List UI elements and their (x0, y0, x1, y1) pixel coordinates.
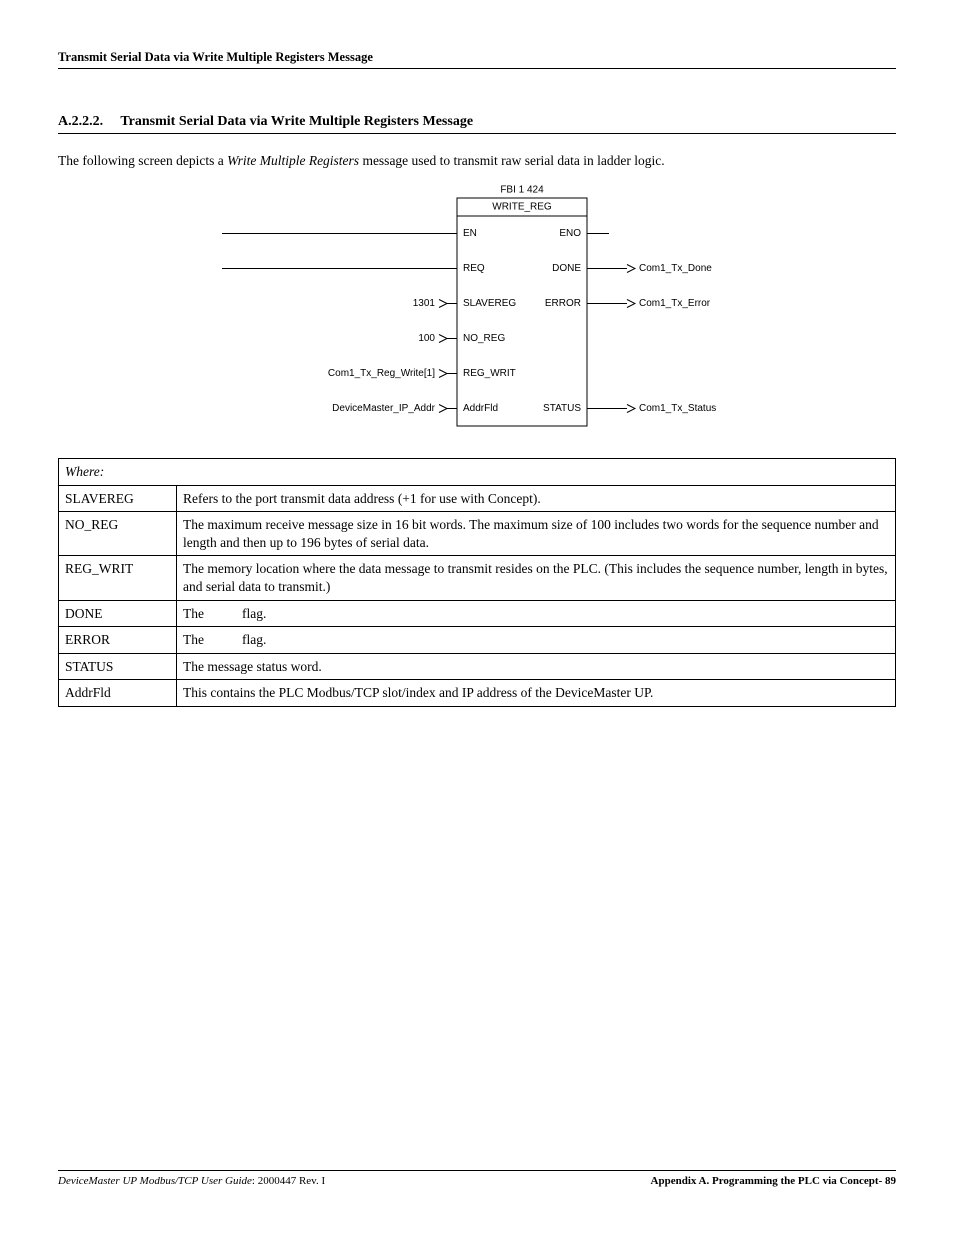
table-row: DONETheflag. (59, 600, 896, 627)
desc-cell: Theflag. (177, 627, 896, 654)
desc-cell: Refers to the port transmit data address… (177, 485, 896, 512)
svg-text:STATUS: STATUS (543, 403, 581, 414)
svg-text:DeviceMaster_IP_Addr: DeviceMaster_IP_Addr (332, 403, 435, 414)
intro-emph: Write Multiple Registers (227, 153, 359, 168)
intro-post: message used to transmit raw serial data… (359, 153, 665, 168)
term-cell: STATUS (59, 653, 177, 680)
svg-text:FBI 1 424: FBI 1 424 (500, 185, 544, 196)
term-cell: DONE (59, 600, 177, 627)
term-cell: NO_REG (59, 512, 177, 556)
svg-text:REG_WRIT: REG_WRIT (463, 368, 516, 379)
table-row: NO_REGThe maximum receive message size i… (59, 512, 896, 556)
desc-cell: Theflag. (177, 600, 896, 627)
page-footer: DeviceMaster UP Modbus/TCP User Guide: 2… (58, 1170, 896, 1187)
svg-text:ENO: ENO (559, 228, 581, 239)
desc-cell: The message status word. (177, 653, 896, 680)
table-row: SLAVEREGRefers to the port transmit data… (59, 485, 896, 512)
term-cell: SLAVEREG (59, 485, 177, 512)
table-row: AddrFldThis contains the PLC Modbus/TCP … (59, 680, 896, 707)
where-label: Where: (59, 459, 896, 486)
footer-left-italic: DeviceMaster UP Modbus/TCP User Guide (58, 1175, 252, 1187)
svg-text:Com1_Tx_Error: Com1_Tx_Error (639, 298, 711, 309)
table-row: REG_WRITThe memory location where the da… (59, 556, 896, 600)
svg-text:Com1_Tx_Done: Com1_Tx_Done (639, 263, 712, 274)
footer-left: DeviceMaster UP Modbus/TCP User Guide: 2… (58, 1175, 325, 1187)
intro-paragraph: The following screen depicts a Write Mul… (58, 152, 896, 170)
svg-text:Com1_Tx_Status: Com1_Tx_Status (639, 403, 716, 414)
svg-text:WRITE_REG: WRITE_REG (492, 202, 552, 213)
intro-pre: The following screen depicts a (58, 153, 227, 168)
svg-text:ERROR: ERROR (545, 298, 581, 309)
ladder-svg: FBI 1 424 WRITE_REG EN ENO REQ DONE Com1_Tx_Do… (212, 180, 742, 440)
section-heading: A.2.2.2. Transmit Serial Data via Write … (58, 114, 896, 134)
term-cell: AddrFld (59, 680, 177, 707)
svg-text:EN: EN (463, 228, 477, 239)
section-title: Transmit Serial Data via Write Multiple … (120, 114, 473, 129)
svg-text:REQ: REQ (463, 263, 485, 274)
section-number: A.2.2.2. (58, 114, 103, 130)
table-row: STATUSThe message status word. (59, 653, 896, 680)
footer-right: Appendix A. Programming the PLC via Conc… (651, 1175, 896, 1187)
table-row: ERRORTheflag. (59, 627, 896, 654)
ladder-diagram: FBI 1 424 WRITE_REG EN ENO REQ DONE Com1_Tx_Do… (58, 180, 896, 444)
svg-text:SLAVEREG: SLAVEREG (463, 298, 516, 309)
footer-left-rest: : 2000447 Rev. I (252, 1175, 325, 1187)
term-cell: REG_WRIT (59, 556, 177, 600)
svg-text:NO_REG: NO_REG (463, 333, 505, 344)
svg-text:DONE: DONE (552, 263, 581, 274)
svg-text:100: 100 (418, 333, 435, 344)
svg-text:Com1_Tx_Reg_Write[1]: Com1_Tx_Reg_Write[1] (328, 368, 435, 379)
svg-text:AddrFld: AddrFld (463, 403, 498, 414)
page-header: Transmit Serial Data via Write Multiple … (58, 50, 896, 69)
svg-text:1301: 1301 (413, 298, 436, 309)
desc-cell: The memory location where the data messa… (177, 556, 896, 600)
term-cell: ERROR (59, 627, 177, 654)
description-table: Where:SLAVEREGRefers to the port transmi… (58, 458, 896, 706)
desc-cell: The maximum receive message size in 16 b… (177, 512, 896, 556)
desc-cell: This contains the PLC Modbus/TCP slot/in… (177, 680, 896, 707)
header-title-text: Transmit Serial Data via Write Multiple … (58, 50, 373, 64)
